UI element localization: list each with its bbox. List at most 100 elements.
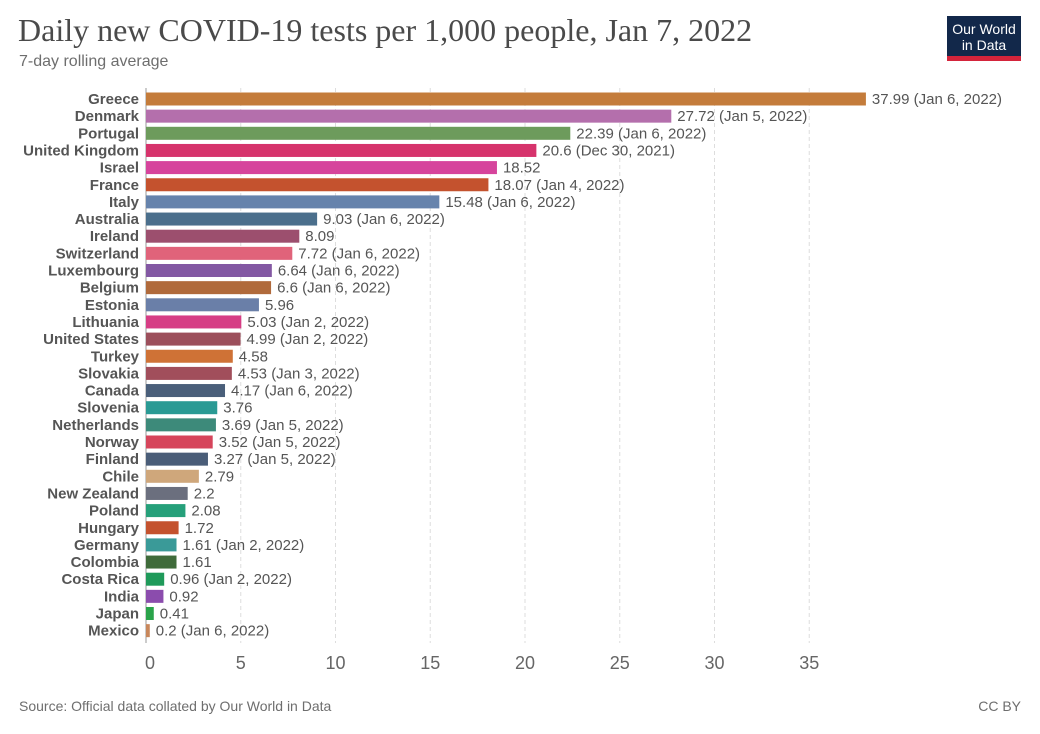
chart-title: Daily new COVID-19 tests per 1,000 peopl… [18, 12, 753, 48]
bar-india[interactable] [146, 589, 164, 603]
country-label: Portugal [78, 125, 139, 142]
value-label: 4.53 (Jan 3, 2022) [238, 365, 360, 382]
x-tick-label: 0 [145, 653, 155, 673]
value-label: 22.39 (Jan 6, 2022) [576, 125, 706, 142]
value-label: 18.07 (Jan 4, 2022) [494, 177, 624, 194]
country-label: Poland [89, 503, 139, 520]
bar-slovakia[interactable] [146, 366, 232, 380]
country-label: Netherlands [52, 417, 139, 434]
logo-line-2: in Data [961, 37, 1007, 53]
value-label: 37.99 (Jan 6, 2022) [872, 91, 1002, 108]
value-label: 5.03 (Jan 2, 2022) [247, 314, 369, 331]
country-label: Lithuania [72, 314, 139, 331]
our-world-in-data-logo[interactable]: Our World in Data [947, 16, 1021, 61]
value-label: 18.52 [503, 160, 541, 177]
x-tick-label: 35 [799, 653, 819, 673]
country-label: Colombia [71, 554, 140, 571]
bar-germany[interactable] [146, 538, 177, 552]
value-label: 0.41 [160, 606, 189, 623]
value-label: 2.08 [191, 503, 220, 520]
bar-canada[interactable] [146, 384, 226, 398]
value-label: 4.99 (Jan 2, 2022) [247, 331, 369, 348]
country-label: Israel [100, 160, 139, 177]
value-label: 9.03 (Jan 6, 2022) [323, 211, 445, 228]
value-label: 0.2 (Jan 6, 2022) [156, 623, 269, 640]
value-label: 4.17 (Jan 6, 2022) [231, 383, 353, 400]
value-label: 6.6 (Jan 6, 2022) [277, 280, 390, 297]
country-label: Mexico [88, 623, 139, 640]
bar-hungary[interactable] [146, 521, 179, 535]
country-label: Hungary [78, 520, 140, 537]
x-tick-label: 30 [704, 653, 724, 673]
chart-subtitle: 7-day rolling average [19, 53, 169, 70]
country-label: United States [43, 331, 139, 348]
country-label: Canada [85, 383, 140, 400]
bar-ireland[interactable] [146, 229, 300, 243]
bar-greece[interactable] [146, 92, 866, 106]
country-label: Belgium [80, 280, 139, 297]
x-tick-label: 20 [515, 653, 535, 673]
country-label: France [90, 177, 139, 194]
value-label: 3.76 [223, 400, 252, 417]
country-label: Chile [102, 468, 139, 485]
value-label: 8.09 [305, 228, 334, 245]
country-label: Denmark [75, 108, 140, 125]
bar-switzerland[interactable] [146, 246, 293, 260]
bar-united-states[interactable] [146, 332, 241, 346]
bar-chart: 0 5 10 15 20 25 30 35 Greece 37.99 (Jan 6, 2022) D… [23, 88, 1002, 673]
value-label: 5.96 [265, 297, 294, 314]
bar-japan[interactable] [146, 607, 154, 620]
bar-chile[interactable] [146, 469, 199, 483]
value-label: 27.72 (Jan 5, 2022) [677, 108, 807, 125]
country-label: Germany [74, 537, 140, 554]
value-label: 2.79 [205, 468, 234, 485]
bar-poland[interactable] [146, 504, 186, 518]
country-label: Norway [85, 434, 140, 451]
value-label: 15.48 (Jan 6, 2022) [445, 194, 575, 211]
bar-israel[interactable] [146, 161, 497, 175]
bar-turkey[interactable] [146, 349, 233, 363]
bar-lithuania[interactable] [146, 315, 242, 329]
bar-costa-rica[interactable] [146, 572, 165, 586]
logo-line-1: Our World [952, 21, 1016, 37]
value-label: 4.58 [239, 348, 268, 365]
value-label: 2.2 [194, 485, 215, 502]
bar-finland[interactable] [146, 452, 208, 466]
value-label: 1.72 [185, 520, 214, 537]
bar-netherlands[interactable] [146, 418, 216, 432]
bar-norway[interactable] [146, 435, 213, 449]
bar-italy[interactable] [146, 195, 440, 209]
bar-united-kingdom[interactable] [146, 143, 537, 157]
x-tick-label: 10 [325, 653, 345, 673]
bar-belgium[interactable] [146, 281, 272, 295]
value-label: 3.69 (Jan 5, 2022) [222, 417, 344, 434]
bar-australia[interactable] [146, 212, 318, 226]
country-label: United Kingdom [23, 142, 139, 159]
country-label: Finland [86, 451, 139, 468]
x-tick-label: 5 [236, 653, 246, 673]
value-label: 20.6 (Dec 30, 2021) [542, 142, 675, 159]
bar-luxembourg[interactable] [146, 264, 272, 277]
country-label: Australia [75, 211, 140, 228]
value-label: 7.72 (Jan 6, 2022) [298, 245, 420, 262]
bar-colombia[interactable] [146, 555, 177, 569]
value-label: 1.61 (Jan 2, 2022) [183, 537, 305, 554]
bar-slovenia[interactable] [146, 401, 218, 415]
bar-denmark[interactable] [146, 109, 672, 123]
bar-mexico[interactable] [146, 624, 150, 638]
country-label: Slovakia [78, 365, 140, 382]
country-label: Luxembourg [48, 263, 139, 280]
country-label: Italy [109, 194, 140, 211]
bar-new-zealand[interactable] [146, 486, 188, 500]
country-label: New Zealand [47, 485, 139, 502]
bar-estonia[interactable] [146, 298, 259, 312]
value-label: 6.64 (Jan 6, 2022) [278, 263, 400, 280]
bar-portugal[interactable] [146, 126, 571, 140]
country-label: Ireland [90, 228, 139, 245]
country-label: Costa Rica [61, 571, 139, 588]
country-label: Greece [88, 91, 139, 108]
value-label: 0.96 (Jan 2, 2022) [170, 571, 292, 588]
country-label: India [104, 588, 140, 605]
license-label: CC BY [978, 698, 1021, 714]
bar-france[interactable] [146, 178, 489, 192]
